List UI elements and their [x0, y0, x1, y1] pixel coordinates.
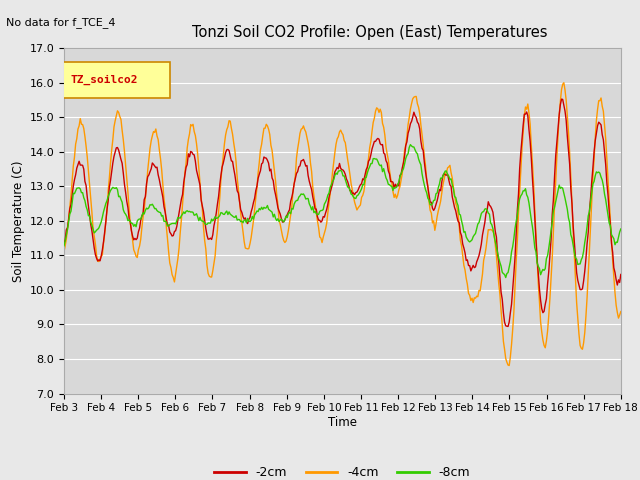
X-axis label: Time: Time	[328, 416, 357, 429]
FancyBboxPatch shape	[61, 62, 170, 98]
Legend: -2cm, -4cm, -8cm: -2cm, -4cm, -8cm	[209, 461, 476, 480]
Text: No data for f_TCE_4: No data for f_TCE_4	[6, 17, 116, 28]
Y-axis label: Soil Temperature (C): Soil Temperature (C)	[12, 160, 26, 282]
Text: TZ_soilco2: TZ_soilco2	[70, 75, 138, 85]
Title: Tonzi Soil CO2 Profile: Open (East) Temperatures: Tonzi Soil CO2 Profile: Open (East) Temp…	[193, 25, 548, 40]
